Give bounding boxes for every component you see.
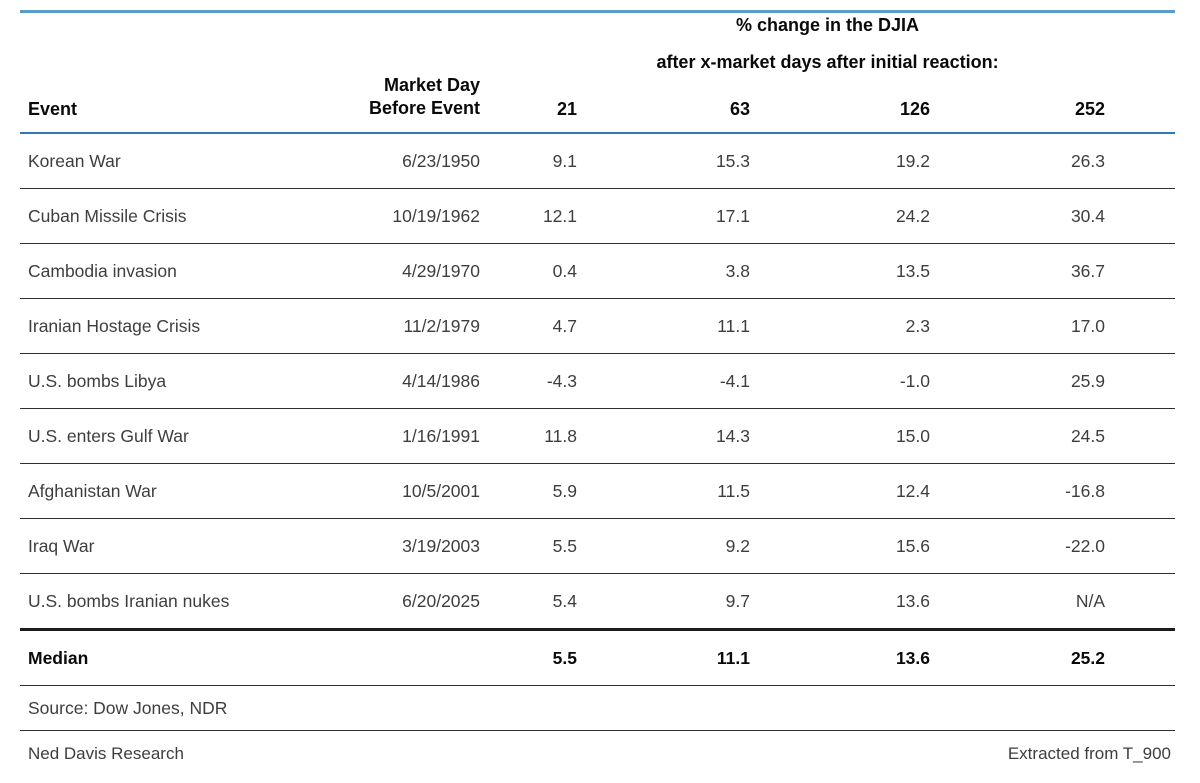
median-value-252d: 25.2 [930, 628, 1175, 686]
event-row: Afghanistan War 10/5/2001 5.9 11.5 12.4 -16.8 [20, 463, 1175, 519]
median-value-126d: 13.6 [750, 628, 930, 686]
median-date-empty [320, 628, 480, 686]
column-header-63: 63 [577, 74, 750, 134]
event-name: Cambodia invasion [20, 243, 320, 299]
event-row: Cuban Missile Crisis 10/19/1962 12.1 17.1 24… [20, 188, 1175, 244]
value-252d: -16.8 [930, 463, 1175, 519]
event-date: 1/16/1991 [320, 408, 480, 464]
event-date: 11/2/1979 [320, 298, 480, 354]
event-row: Iranian Hostage Crisis 11/2/1979 4.7 11.1 2.… [20, 298, 1175, 354]
event-date: 6/23/1950 [320, 133, 480, 189]
event-date: 4/14/1986 [320, 353, 480, 409]
source-row: Source: Dow Jones, NDR [20, 685, 1175, 731]
value-63d: 17.1 [577, 188, 750, 244]
value-252d: 30.4 [930, 188, 1175, 244]
value-21d: -4.3 [480, 353, 577, 409]
median-row: Median 5.5 11.1 13.6 25.2 [20, 628, 1175, 686]
event-name: U.S. enters Gulf War [20, 408, 320, 464]
value-21d: 5.9 [480, 463, 577, 519]
table-title: % change in the DJIA after x-market days… [480, 12, 1175, 75]
value-252d: 24.5 [930, 408, 1175, 464]
source-section: Source: Dow Jones, NDR [20, 685, 1175, 731]
event-date: 10/5/2001 [320, 463, 480, 519]
value-126d: 15.6 [750, 518, 930, 574]
value-126d: -1.0 [750, 353, 930, 409]
value-252d: 36.7 [930, 243, 1175, 299]
event-date: 10/19/1962 [320, 188, 480, 244]
value-126d: 12.4 [750, 463, 930, 519]
event-name: Cuban Missile Crisis [20, 188, 320, 244]
value-21d: 5.5 [480, 518, 577, 574]
event-name: U.S. bombs Libya [20, 353, 320, 409]
median-value-21d: 5.5 [480, 628, 577, 686]
column-header-event: Event [20, 74, 320, 134]
value-126d: 13.5 [750, 243, 930, 299]
event-rows: Korean War 6/23/1950 9.1 15.3 19.2 26.3 Cuban … [20, 133, 1175, 630]
source-note: Source: Dow Jones, NDR [20, 685, 1175, 731]
value-63d: 11.5 [577, 463, 750, 519]
value-126d: 19.2 [750, 133, 930, 189]
value-252d: 25.9 [930, 353, 1175, 409]
value-21d: 9.1 [480, 133, 577, 189]
median-section: Median 5.5 11.1 13.6 25.2 [20, 628, 1175, 686]
value-63d: 9.7 [577, 573, 750, 630]
value-252d: -22.0 [930, 518, 1175, 574]
value-63d: 9.2 [577, 518, 750, 574]
event-row: Cambodia invasion 4/29/1970 0.4 3.8 13.5 36.7 [20, 243, 1175, 299]
value-126d: 24.2 [750, 188, 930, 244]
title-line-1: % change in the DJIA [735, 15, 920, 35]
value-252d: N/A [930, 573, 1175, 630]
footer-brand: Ned Davis Research [28, 744, 184, 763]
event-name: Iranian Hostage Crisis [20, 298, 320, 354]
value-252d: 17.0 [930, 298, 1175, 354]
value-21d: 12.1 [480, 188, 577, 244]
value-126d: 15.0 [750, 408, 930, 464]
event-name: Iraq War [20, 518, 320, 574]
value-63d: 14.3 [577, 408, 750, 464]
event-name: Korean War [20, 133, 320, 189]
footer: Ned Davis Research Extracted from T_900 [20, 731, 1175, 777]
value-252d: 26.3 [930, 133, 1175, 189]
event-row: Iraq War 3/19/2003 5.5 9.2 15.6 -22.0 [20, 518, 1175, 574]
value-21d: 0.4 [480, 243, 577, 299]
value-63d: 15.3 [577, 133, 750, 189]
value-63d: -4.1 [577, 353, 750, 409]
value-63d: 11.1 [577, 298, 750, 354]
event-row: U.S. enters Gulf War 1/16/1991 11.8 14.3 15.… [20, 408, 1175, 464]
column-header-market-day-before-event: Market Day Before Event [320, 74, 480, 134]
title-row: % change in the DJIA after x-market days… [20, 12, 1175, 75]
market-day-label-line1: Market Day [383, 75, 480, 95]
footer-reference: Extracted from T_900 [1007, 744, 1171, 763]
event-date: 4/29/1970 [320, 243, 480, 299]
median-value-63d: 11.1 [577, 628, 750, 686]
value-21d: 4.7 [480, 298, 577, 354]
event-date: 3/19/2003 [320, 518, 480, 574]
event-row: U.S. bombs Libya 4/14/1986 -4.3 -4.1 -1.0 25.… [20, 353, 1175, 409]
title-line-2: after x-market days after initial reacti… [656, 52, 999, 72]
column-header-126: 126 [750, 74, 930, 134]
column-header-row: Event Market Day Before Event 21 63 126 2… [20, 74, 1175, 134]
column-header-252: 252 [930, 74, 1175, 134]
value-126d: 2.3 [750, 298, 930, 354]
market-day-label-line2: Before Event [368, 98, 480, 118]
value-126d: 13.6 [750, 573, 930, 630]
value-21d: 5.4 [480, 573, 577, 630]
value-21d: 11.8 [480, 408, 577, 464]
event-date: 6/20/2025 [320, 573, 480, 630]
event-row: U.S. bombs Iranian nukes 6/20/2025 5.4 9.7 1… [20, 573, 1175, 630]
column-header-21: 21 [480, 74, 577, 134]
value-63d: 3.8 [577, 243, 750, 299]
event-name: Afghanistan War [20, 463, 320, 519]
event-row: Korean War 6/23/1950 9.1 15.3 19.2 26.3 [20, 133, 1175, 189]
djia-events-table: % change in the DJIA after x-market days… [20, 10, 1175, 731]
median-label: Median [20, 628, 320, 686]
event-name: U.S. bombs Iranian nukes [20, 573, 320, 630]
